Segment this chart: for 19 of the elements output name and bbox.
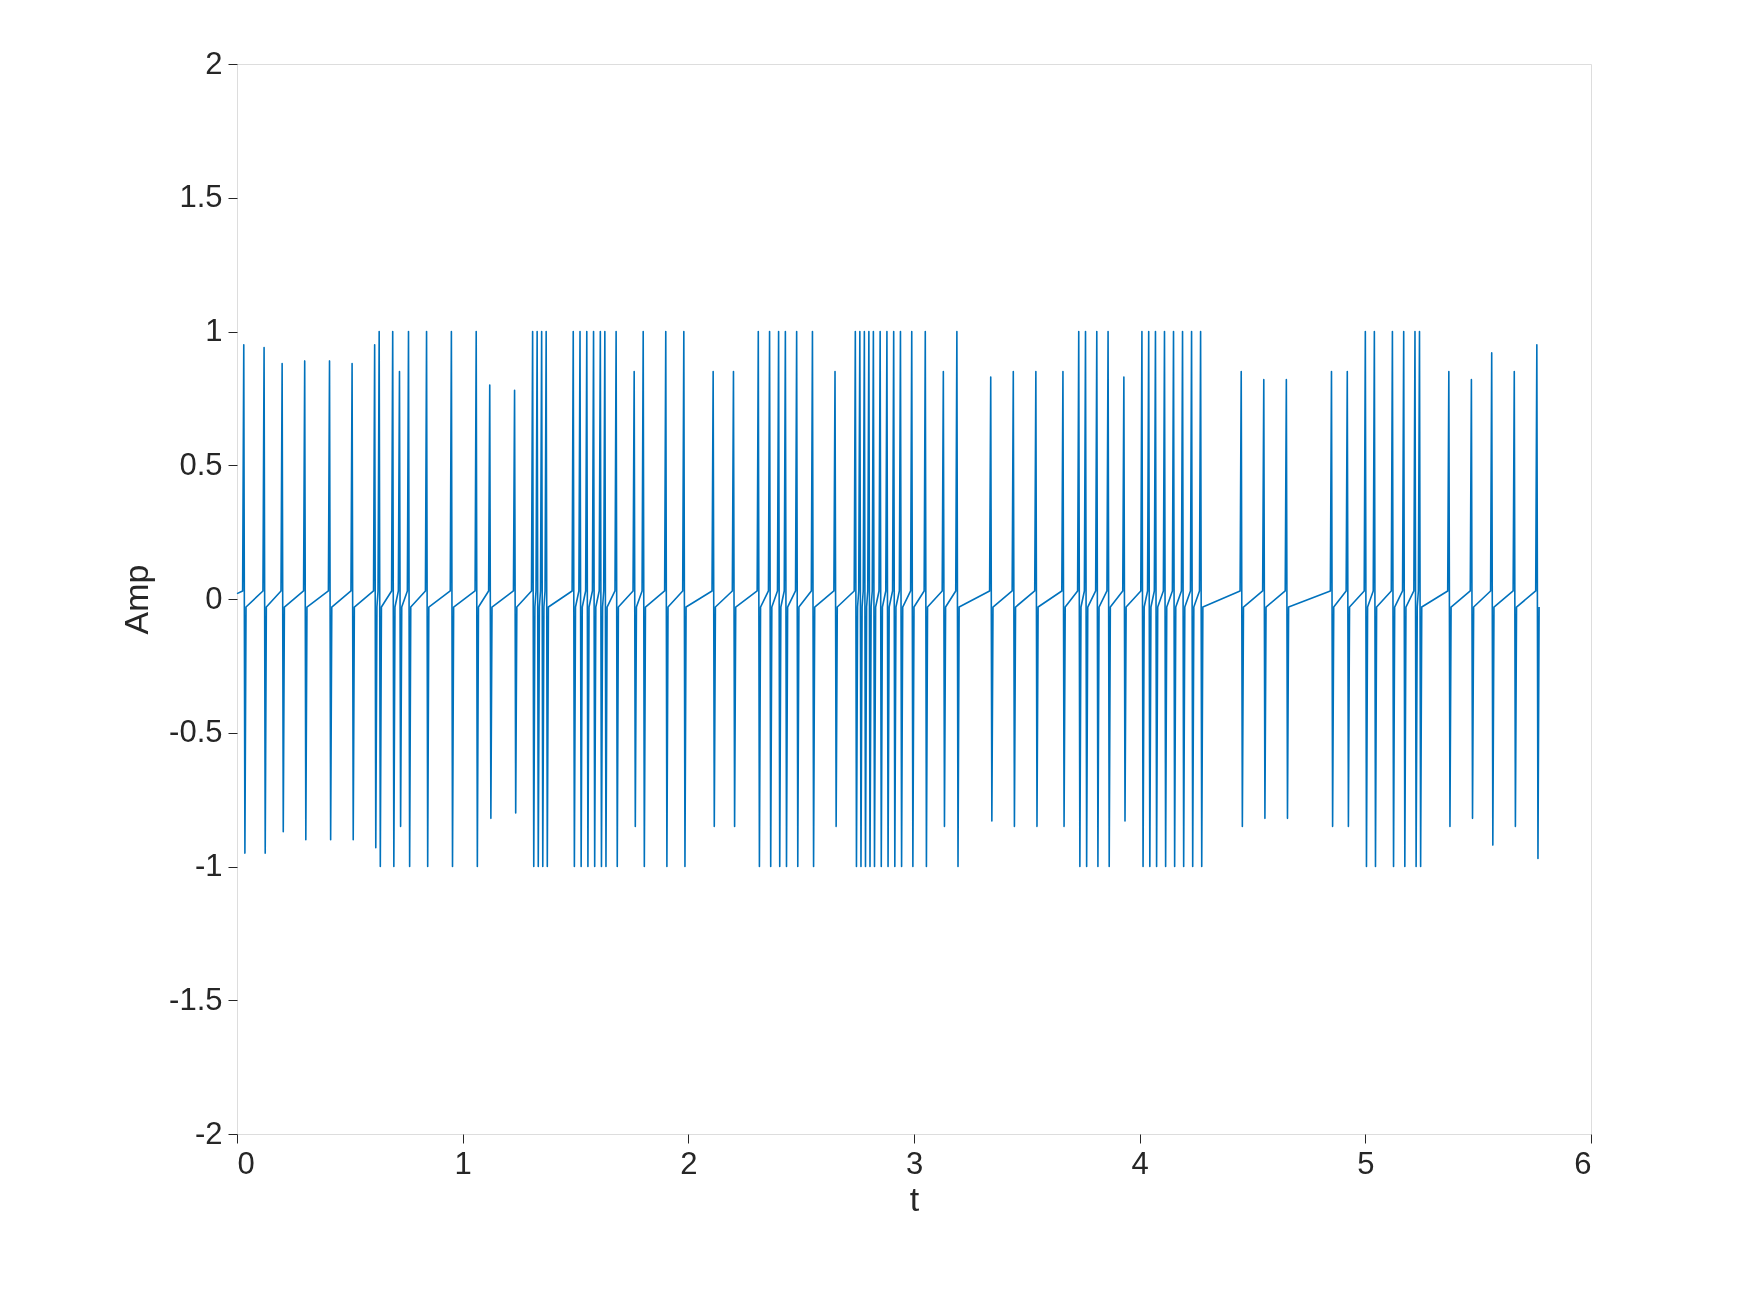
y-tick-label: -1: [194, 848, 223, 883]
y-tick-label: 0.5: [179, 446, 223, 482]
y-axis-title: Amp: [117, 564, 156, 635]
x-tick-label: 1: [454, 1145, 472, 1181]
x-tick-label: 4: [1131, 1145, 1149, 1181]
line-series: [236, 330, 1540, 868]
x-tick-label: 2: [680, 1145, 698, 1181]
x-tick-label: 5: [1357, 1145, 1375, 1181]
y-tick-label: 0: [205, 580, 223, 616]
y-tick-label: 1: [205, 313, 223, 348]
x-tick-label: 6: [1574, 1145, 1592, 1181]
x-axis-title: t: [909, 1179, 920, 1218]
y-tick-label: 2: [205, 45, 223, 81]
x-tick-label: 3: [905, 1145, 924, 1181]
y-tick-label: -1.5: [169, 981, 223, 1017]
y-tick-label: -0.5: [169, 714, 223, 750]
x-tick-label: 0: [237, 1145, 255, 1181]
y-tick-label: -2: [194, 1115, 223, 1151]
y-tick-label: 1.5: [179, 179, 223, 215]
